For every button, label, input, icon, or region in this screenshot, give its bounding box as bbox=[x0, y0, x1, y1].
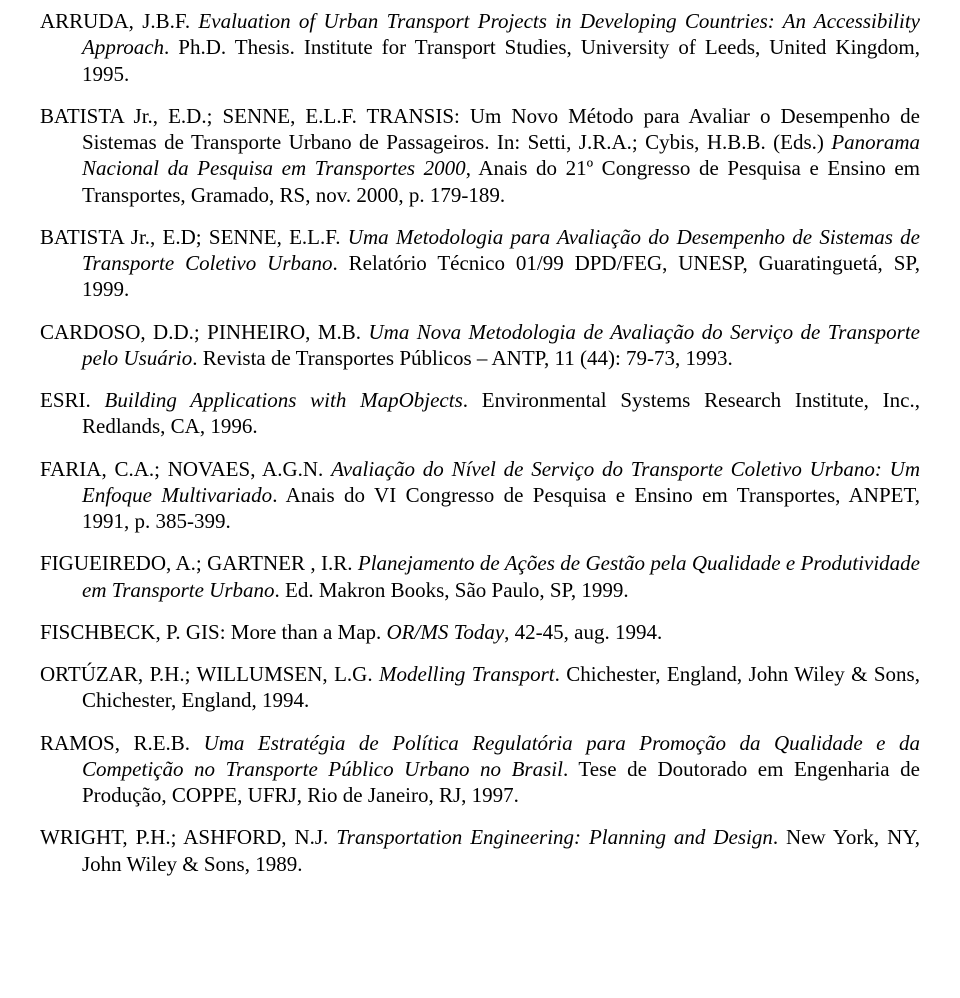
reference-entry: FARIA, C.A.; NOVAES, A.G.N. Avaliação do… bbox=[40, 456, 920, 535]
reference-text: FISCHBECK, P. GIS: More than a Map. bbox=[40, 620, 387, 644]
references-list: ARRUDA, J.B.F. Evaluation of Urban Trans… bbox=[40, 8, 920, 877]
reference-text: . Revista de Transportes Públicos – ANTP… bbox=[192, 346, 733, 370]
reference-text: ARRUDA, J.B.F. bbox=[40, 9, 198, 33]
reference-title: Modelling Transport bbox=[379, 662, 555, 686]
reference-entry: WRIGHT, P.H.; ASHFORD, N.J. Transportati… bbox=[40, 824, 920, 877]
reference-title: Building Applications with MapObjects bbox=[105, 388, 463, 412]
reference-text: . Ph.D. Thesis. Institute for Transport … bbox=[82, 35, 920, 85]
reference-entry: ORTÚZAR, P.H.; WILLUMSEN, L.G. Modelling… bbox=[40, 661, 920, 714]
reference-text: , 42-45, aug. 1994. bbox=[504, 620, 662, 644]
reference-entry: FIGUEIREDO, A.; GARTNER , I.R. Planejame… bbox=[40, 550, 920, 603]
reference-entry: FISCHBECK, P. GIS: More than a Map. OR/M… bbox=[40, 619, 920, 645]
reference-text: WRIGHT, P.H.; ASHFORD, N.J. bbox=[40, 825, 336, 849]
reference-entry: ARRUDA, J.B.F. Evaluation of Urban Trans… bbox=[40, 8, 920, 87]
reference-text: BATISTA Jr., E.D.; SENNE, E.L.F. TRANSIS… bbox=[40, 104, 920, 154]
reference-entry: RAMOS, R.E.B. Uma Estratégia de Política… bbox=[40, 730, 920, 809]
reference-text: FARIA, C.A.; NOVAES, A.G.N. bbox=[40, 457, 331, 481]
reference-entry: ESRI. Building Applications with MapObje… bbox=[40, 387, 920, 440]
reference-text: ORTÚZAR, P.H.; WILLUMSEN, L.G. bbox=[40, 662, 379, 686]
reference-text: BATISTA Jr., E.D; SENNE, E.L.F. bbox=[40, 225, 348, 249]
reference-entry: BATISTA Jr., E.D; SENNE, E.L.F. Uma Meto… bbox=[40, 224, 920, 303]
reference-text: CARDOSO, D.D.; PINHEIRO, M.B. bbox=[40, 320, 369, 344]
reference-text: ESRI. bbox=[40, 388, 105, 412]
reference-text: FIGUEIREDO, A.; GARTNER , I.R. bbox=[40, 551, 358, 575]
reference-entry: CARDOSO, D.D.; PINHEIRO, M.B. Uma Nova M… bbox=[40, 319, 920, 372]
reference-text: RAMOS, R.E.B. bbox=[40, 731, 204, 755]
reference-title: Transportation Engineering: Planning and… bbox=[336, 825, 773, 849]
reference-text: . Ed. Makron Books, São Paulo, SP, 1999. bbox=[275, 578, 629, 602]
reference-entry: BATISTA Jr., E.D.; SENNE, E.L.F. TRANSIS… bbox=[40, 103, 920, 208]
reference-title: OR/MS Today bbox=[387, 620, 505, 644]
